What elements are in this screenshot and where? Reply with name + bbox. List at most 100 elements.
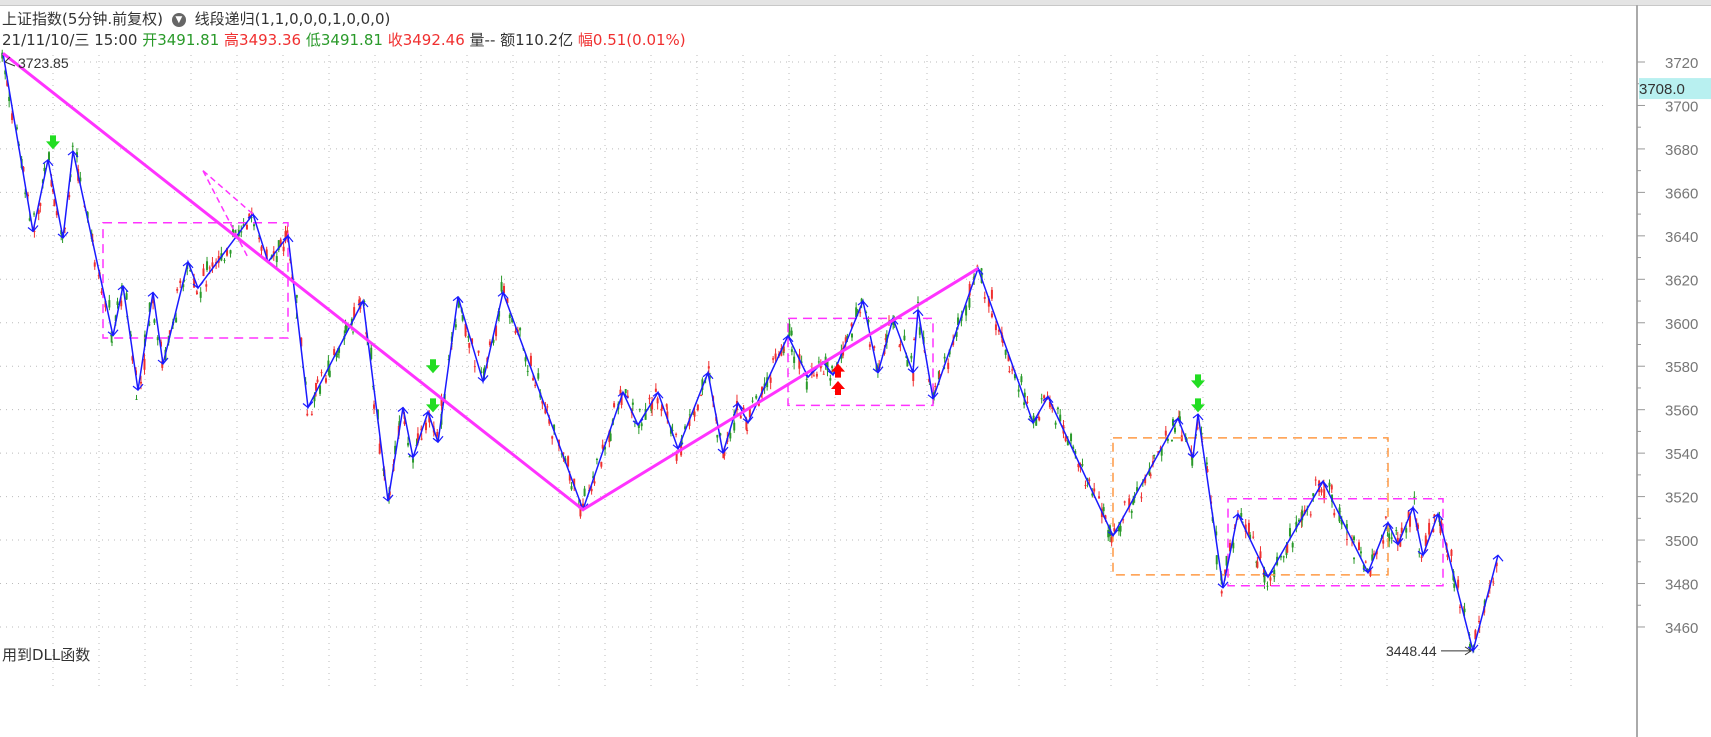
stroke-arrowhead: [147, 291, 159, 299]
candle-body: [774, 353, 777, 359]
candle-body: [1263, 572, 1266, 583]
candle-body: [182, 284, 185, 288]
candle-body: [1228, 543, 1231, 552]
stroke-arrowhead: [907, 366, 919, 374]
candle-body: [899, 344, 902, 346]
candle-body: [295, 317, 298, 319]
open-value: 3491.81: [157, 31, 220, 49]
candle-body: [620, 394, 623, 405]
candle-body: [1359, 551, 1362, 554]
stroke-arrowhead: [107, 329, 119, 337]
candle-body: [1107, 530, 1110, 538]
candle-body: [511, 317, 514, 323]
candle-body: [541, 400, 544, 404]
stroke-arrowhead: [1407, 506, 1419, 514]
candle-body: [279, 239, 282, 247]
candle-body: [892, 319, 895, 325]
candle-body: [495, 325, 498, 337]
candle-body: [1170, 439, 1173, 442]
candle-body: [245, 224, 248, 230]
candle-body: [1023, 402, 1026, 405]
candle-body: [965, 305, 968, 316]
candle-body: [206, 261, 209, 270]
candle-body: [1160, 448, 1163, 456]
candle-body: [1043, 395, 1046, 399]
candle-body: [28, 218, 31, 221]
candle-body: [1122, 519, 1125, 521]
candle-body: [1001, 339, 1004, 343]
amount-value: 110.2亿: [515, 31, 574, 49]
candle-body: [739, 415, 742, 419]
candle-body: [506, 298, 509, 304]
y-tick-label: 3480: [1665, 577, 1698, 594]
candle-body: [1113, 528, 1116, 532]
candle-body: [819, 365, 822, 369]
candle-body: [583, 488, 586, 497]
candle-body: [1309, 514, 1312, 516]
candle-body: [701, 379, 704, 390]
y-tick-label: 3600: [1665, 316, 1698, 333]
candle-body: [193, 278, 196, 288]
candle-body: [790, 349, 793, 352]
y-tick-label: 3500: [1665, 533, 1698, 550]
stroke-arrowhead: [1042, 395, 1054, 404]
candle-body: [917, 301, 920, 303]
close-value: 3492.46: [402, 31, 465, 49]
candle-body: [600, 461, 603, 467]
candle-body: [1269, 577, 1272, 581]
candle-body: [1405, 528, 1408, 533]
stroke-arrowhead: [42, 158, 54, 167]
candle-body: [248, 213, 251, 219]
candle-body: [829, 378, 832, 381]
stroke-arrowhead: [182, 261, 194, 269]
stroke-arrowhead: [1362, 566, 1374, 574]
stroke-arrowhead: [432, 435, 444, 444]
candle-body: [1064, 436, 1067, 442]
security-name: 上证指数(5分钟.前复权): [2, 10, 164, 28]
candle-body: [1469, 643, 1472, 650]
candle-body: [1384, 516, 1387, 518]
candle-body: [1224, 569, 1227, 576]
candle-body: [955, 331, 958, 337]
candle-body: [700, 394, 703, 396]
candle-body: [1266, 585, 1269, 587]
candle-body: [120, 300, 123, 307]
candle-body: [75, 152, 78, 158]
stroke-arrowhead: [117, 284, 129, 293]
candle-body: [253, 224, 256, 227]
candle-body: [284, 231, 287, 241]
cursor-price-badge: [1639, 78, 1711, 100]
high-label: 高: [224, 31, 240, 49]
indicator-menu-icon[interactable]: ▼: [171, 12, 186, 27]
candle-body: [850, 323, 853, 327]
indicator-name[interactable]: 线段递归(1,1,0,0,0,1,0,0,0): [194, 10, 391, 28]
candle-body: [716, 434, 719, 438]
candle-body: [1478, 620, 1481, 622]
candles: [1, 49, 1498, 653]
candle-body: [310, 413, 313, 415]
candle-body: [1140, 497, 1143, 499]
candle-body: [71, 145, 74, 147]
stroke-arrowhead: [617, 391, 629, 399]
candle-body: [328, 370, 331, 377]
stroke-arrowhead: [1027, 416, 1039, 424]
candle-body: [1409, 515, 1412, 527]
candle-body: [1035, 418, 1038, 426]
candle-body: [595, 458, 598, 460]
candle-body: [500, 282, 503, 292]
candle-body: [604, 446, 607, 450]
candle-body: [1323, 489, 1326, 499]
candle-body: [537, 373, 540, 379]
candle-body: [315, 383, 318, 391]
candle-body: [987, 298, 990, 307]
candle-body: [277, 240, 280, 250]
candle-body: [1364, 561, 1367, 563]
candle-body: [671, 429, 674, 431]
candle-body: [593, 481, 596, 484]
candle-body: [590, 488, 593, 492]
candle-body: [938, 373, 941, 379]
candle-body: [1297, 519, 1300, 522]
candle-body: [1333, 512, 1336, 516]
candle-body: [131, 356, 134, 361]
